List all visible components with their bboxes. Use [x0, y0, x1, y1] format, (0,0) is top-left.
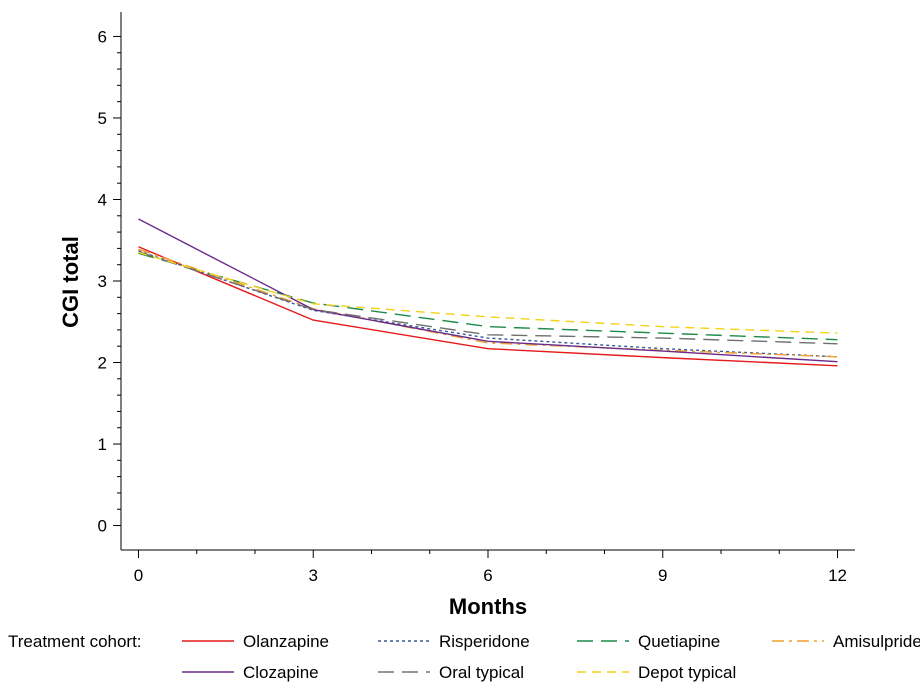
legend-label-risperidone: Risperidone — [439, 632, 530, 651]
x-tick-label: 9 — [658, 566, 667, 585]
legend-label-oral-typical: Oral typical — [439, 663, 524, 682]
legend-label-olanzapine: Olanzapine — [243, 632, 329, 651]
x-axis-title: Months — [449, 594, 527, 619]
legend-label-depot-typical: Depot typical — [638, 663, 736, 682]
x-tick-label: 0 — [134, 566, 143, 585]
series-line-olanzapine — [138, 246, 838, 367]
y-tick-label: 0 — [98, 517, 107, 536]
y-tick-label: 2 — [98, 354, 107, 373]
legend-label-amisulpride: Amisulpride — [833, 632, 920, 651]
legend-title: Treatment cohort: — [8, 632, 142, 651]
y-tick-label: 3 — [98, 272, 107, 291]
axes — [120, 12, 855, 551]
series-line-risperidone — [138, 250, 838, 358]
y-tick-label: 5 — [98, 109, 107, 128]
x-ticks: 0 3 6 9 12 — [134, 550, 847, 585]
y-ticks: 0 1 2 3 4 5 6 — [98, 27, 121, 536]
legend-label-clozapine: Clozapine — [243, 663, 319, 682]
y-tick-label: 1 — [98, 435, 107, 454]
legend-label-quetiapine: Quetiapine — [638, 632, 720, 651]
series-line-oral-typical — [138, 250, 838, 345]
x-tick-label: 6 — [483, 566, 492, 585]
series-lines — [138, 218, 838, 367]
series-line-quetiapine — [138, 252, 838, 341]
series-line-clozapine — [138, 218, 838, 363]
y-tick-label: 6 — [98, 27, 107, 46]
series-line-depot-typical — [138, 251, 838, 334]
x-tick-label: 12 — [828, 566, 847, 585]
legend: Treatment cohort: Olanzapine Risperidone Q… — [8, 632, 920, 682]
y-axis-title: CGI total — [58, 236, 83, 328]
x-tick-label: 3 — [309, 566, 318, 585]
y-tick-label: 4 — [98, 190, 107, 209]
